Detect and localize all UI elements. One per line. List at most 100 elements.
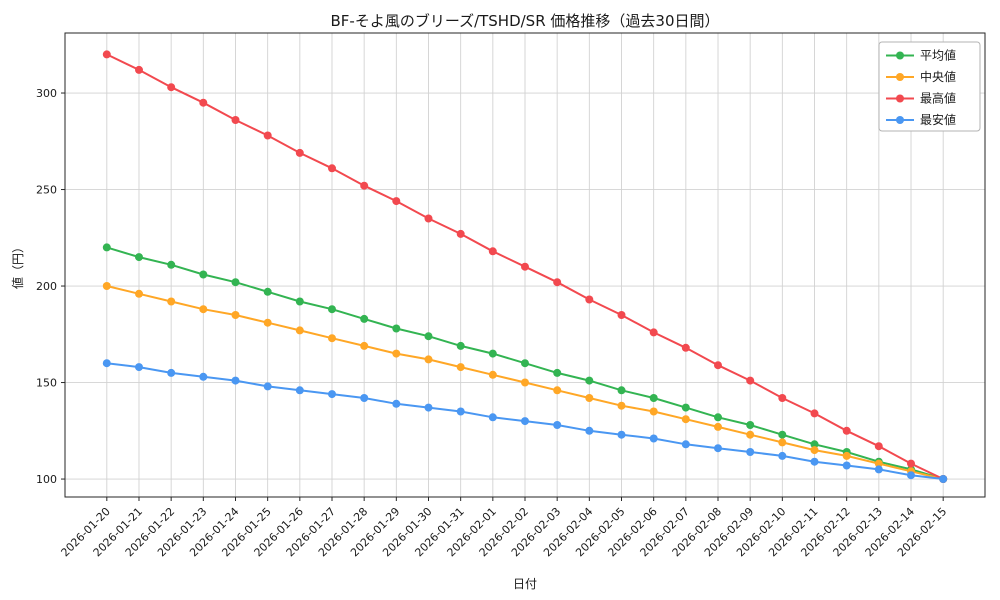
y-tick-label: 250 — [36, 184, 57, 197]
y-tick-label: 300 — [36, 87, 57, 100]
data-point-min — [135, 363, 143, 372]
data-point-max — [521, 262, 529, 271]
data-point-median — [681, 415, 690, 424]
data-point-min — [649, 434, 658, 443]
data-point-max — [810, 409, 819, 418]
data-point-median — [295, 326, 304, 335]
data-point-average — [295, 297, 304, 306]
data-point-max — [681, 343, 690, 352]
data-point-average — [553, 368, 562, 377]
data-point-average — [167, 260, 176, 269]
data-point-median — [521, 378, 529, 387]
axis-layer: 2026-01-202026-01-212026-01-222026-01-23… — [36, 32, 986, 559]
data-point-median — [328, 334, 336, 343]
data-point-average — [360, 314, 369, 323]
data-point-max — [456, 229, 465, 238]
y-axis-label: 値（円） — [10, 241, 25, 289]
legend-label-max: 最高値 — [920, 91, 956, 106]
data-point-max — [842, 426, 851, 435]
data-point-average — [392, 324, 401, 333]
data-point-median — [263, 318, 272, 327]
data-point-max — [649, 328, 658, 337]
series-min — [102, 359, 948, 483]
data-point-min — [778, 451, 787, 460]
data-point-max — [585, 295, 594, 304]
data-point-min — [681, 440, 690, 449]
legend-marker-median — [896, 73, 904, 81]
data-point-max — [746, 376, 755, 385]
data-point-min — [392, 399, 401, 408]
data-point-average — [231, 278, 240, 287]
data-point-min — [714, 444, 722, 453]
data-point-median — [456, 363, 465, 372]
legend-marker-max — [896, 94, 904, 103]
data-point-median — [874, 459, 883, 468]
legend-label-average: 平均値 — [920, 48, 956, 63]
plot-border — [64, 32, 986, 498]
data-point-max — [907, 459, 915, 468]
data-point-min — [263, 382, 272, 391]
data-point-median — [424, 355, 433, 364]
data-point-average — [199, 270, 208, 279]
legend-marker-average — [896, 51, 904, 60]
data-point-median — [488, 370, 497, 379]
data-point-min — [553, 421, 562, 429]
data-point-min — [907, 471, 915, 480]
data-point-max — [617, 311, 626, 319]
data-point-max — [199, 98, 208, 107]
data-point-max — [360, 181, 369, 190]
data-point-median — [167, 297, 176, 306]
data-point-min — [842, 461, 851, 470]
data-point-min — [360, 394, 369, 402]
legend-box — [878, 41, 981, 132]
data-point-median — [553, 386, 562, 395]
data-point-max — [392, 197, 401, 206]
data-point-average — [488, 349, 497, 358]
data-point-max — [135, 65, 143, 74]
data-point-average — [328, 305, 336, 314]
data-point-max — [488, 247, 497, 256]
series-layer — [102, 50, 948, 483]
data-point-average — [649, 394, 658, 402]
x-axis-label: 日付 — [513, 577, 537, 591]
data-point-median — [102, 282, 111, 290]
data-point-median — [392, 349, 401, 358]
data-point-median — [746, 430, 755, 439]
data-point-average — [681, 403, 690, 412]
data-point-average — [778, 430, 787, 439]
data-point-average — [617, 386, 626, 395]
data-point-max — [778, 394, 787, 402]
data-point-average — [424, 332, 433, 341]
data-point-average — [102, 243, 111, 252]
data-point-median — [585, 394, 594, 402]
data-point-median — [842, 451, 851, 460]
y-tick-label: 200 — [36, 280, 57, 293]
data-point-min — [874, 465, 883, 474]
data-point-max — [295, 148, 304, 157]
chart-title: BF-そよ風のブリーズ/TSHD/SR 価格推移（過去30日間） — [330, 12, 719, 30]
data-point-min — [746, 448, 755, 456]
data-point-average — [714, 413, 722, 422]
data-point-min — [424, 403, 433, 412]
data-point-max — [553, 278, 562, 287]
y-tick-label: 150 — [36, 377, 57, 390]
data-point-median — [360, 341, 369, 350]
data-point-min — [456, 407, 465, 416]
data-point-min — [617, 430, 626, 439]
data-point-median — [778, 438, 787, 447]
data-point-min — [939, 475, 948, 483]
data-point-median — [714, 422, 722, 431]
data-point-min — [521, 417, 529, 426]
data-point-average — [585, 376, 594, 385]
data-point-min — [199, 372, 208, 381]
legend-marker-min — [896, 116, 904, 124]
data-point-max — [167, 83, 176, 92]
data-point-max — [102, 50, 111, 59]
data-point-min — [231, 376, 240, 385]
data-point-min — [585, 426, 594, 435]
data-point-median — [649, 407, 658, 416]
legend-label-min: 最安値 — [920, 112, 956, 127]
data-point-max — [231, 116, 240, 124]
